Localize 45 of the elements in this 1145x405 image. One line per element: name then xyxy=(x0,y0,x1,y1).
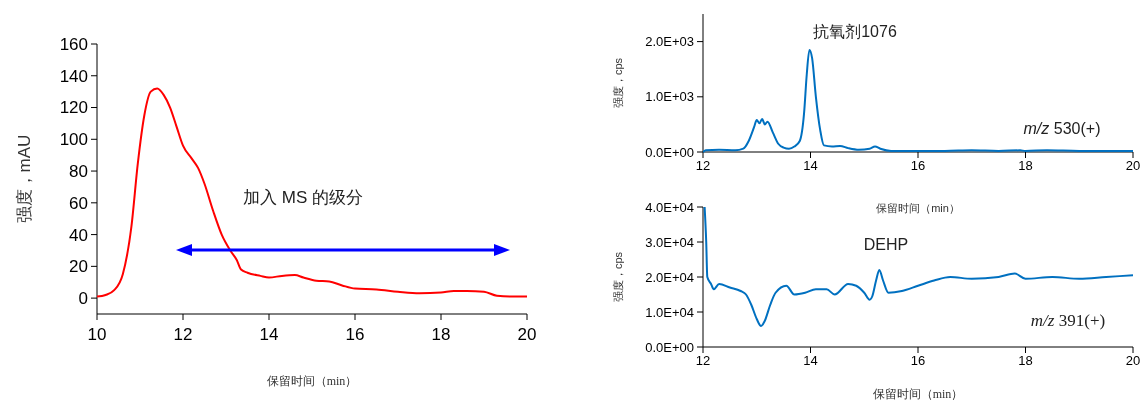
y-axis-title: 强度，mAU xyxy=(15,134,34,224)
annotation: 加入 MS 的级分 xyxy=(243,188,363,207)
x-tick-label: 16 xyxy=(345,324,365,344)
x-axis-title: 保留时间（min） xyxy=(872,387,964,401)
y-tick-label: 2.0E+03 xyxy=(645,34,694,50)
x-tick-label: 16 xyxy=(910,158,926,174)
x-axis-title: 保留时间（min） xyxy=(876,202,960,214)
x-tick-label: 12 xyxy=(695,158,711,174)
x-tick-label: 18 xyxy=(1018,353,1033,369)
y-tick-label: 2.0E+04 xyxy=(645,269,694,285)
x-tick-label: 18 xyxy=(431,324,451,344)
annotation: m/z 391(+) xyxy=(1030,311,1106,330)
x-tick-label: 14 xyxy=(259,324,279,344)
x-tick-label: 12 xyxy=(173,324,193,344)
x-tick-label: 20 xyxy=(517,324,537,344)
annotation: 抗氧剂1076 xyxy=(813,23,897,40)
y-tick-label: 20 xyxy=(69,257,88,277)
y-tick-label: 80 xyxy=(69,162,88,182)
y-tick-label: 60 xyxy=(69,193,88,213)
x-tick-label: 18 xyxy=(1018,158,1033,174)
y-tick-label: 100 xyxy=(59,130,88,150)
x-tick-label: 20 xyxy=(1125,353,1141,369)
y-tick-label: 140 xyxy=(59,66,88,86)
x-tick-label: 16 xyxy=(910,353,926,369)
y-tick-label: 0.0E+00 xyxy=(645,144,694,160)
annotation: m/z 530(+) xyxy=(1023,120,1101,137)
y-tick-label: 0.0E+00 xyxy=(645,339,694,355)
x-tick-label: 14 xyxy=(803,353,818,369)
annotation: DEHP xyxy=(863,236,909,253)
x-tick-label: 14 xyxy=(803,158,818,174)
y-tick-label: 120 xyxy=(59,98,88,118)
x-tick-label: 12 xyxy=(695,353,711,369)
y-tick-label: 0 xyxy=(78,289,88,309)
y-tick-label: 4.0E+04 xyxy=(645,199,694,215)
line-series xyxy=(97,87,527,298)
y-axis-title: 强度，cps xyxy=(612,251,624,303)
y-tick-label: 40 xyxy=(69,225,88,245)
x-tick-label: 20 xyxy=(1125,158,1141,174)
y-tick-label: 160 xyxy=(59,34,88,54)
y-axis-title: 强度，cps xyxy=(612,57,624,109)
y-tick-label: 1.0E+03 xyxy=(645,89,694,105)
x-axis-title: 保留时间（min） xyxy=(266,374,358,388)
x-tick-label: 10 xyxy=(87,324,107,344)
y-tick-label: 1.0E+04 xyxy=(645,304,694,320)
y-tick-label: 3.0E+04 xyxy=(645,234,694,250)
